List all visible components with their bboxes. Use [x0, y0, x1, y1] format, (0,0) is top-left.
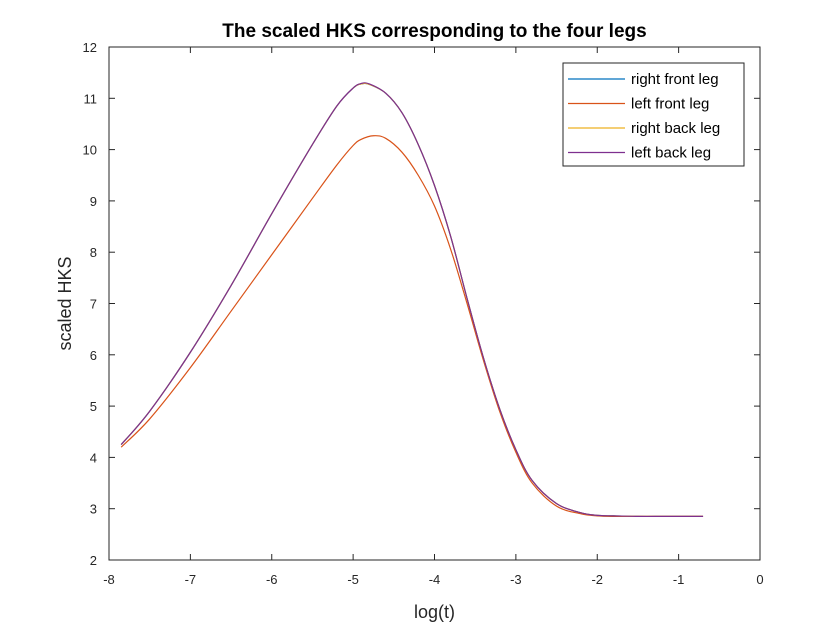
x-axis-label: log(t) [414, 602, 455, 622]
y-tick-label: 10 [83, 143, 97, 158]
y-tick-label: 3 [90, 502, 97, 517]
legend: right front leg left front leg right back … [562, 62, 745, 167]
x-tick-label: -2 [591, 572, 603, 587]
y-tick-label: 6 [90, 348, 97, 363]
x-tick-label: -1 [673, 572, 685, 587]
chart-title: The scaled HKS corresponding to the four… [222, 21, 646, 42]
y-tick-label: 5 [90, 399, 97, 414]
x-tick-label: -6 [266, 572, 278, 587]
legend-box [562, 62, 745, 167]
y-tick-label: 2 [90, 553, 97, 568]
plot-frame [108, 46, 761, 561]
ticks-layer: -8 -7 -6 -5 -4 -3 -2 -1 0 2 3 4 5 6 7 8 9 10 11 12 [83, 40, 764, 587]
legend-label: left back leg [631, 145, 711, 162]
y-axis-label: scaled HKS [55, 256, 75, 350]
series-layer [120, 82, 704, 518]
y-tick-label: 7 [90, 297, 97, 312]
series-line-4 [120, 82, 704, 518]
y-tick-label: 8 [90, 245, 97, 260]
y-tick-label: 11 [84, 91, 98, 106]
y-tick-label: 9 [90, 194, 97, 209]
x-tick-label: -8 [103, 572, 115, 587]
x-tick-label: 0 [756, 572, 763, 587]
x-tick-label: -4 [429, 572, 441, 587]
x-tick-label: -7 [185, 572, 197, 587]
legend-label: left front leg [631, 96, 709, 113]
legend-label: right front leg [631, 71, 719, 88]
y-tick-label: 12 [83, 40, 97, 55]
x-tick-label: -5 [347, 572, 359, 587]
x-tick-label: -3 [510, 572, 522, 587]
legend-label: right back leg [631, 120, 720, 137]
y-tick-label: 4 [90, 450, 97, 465]
legend-entries: right front leg left front leg right back … [568, 71, 720, 162]
